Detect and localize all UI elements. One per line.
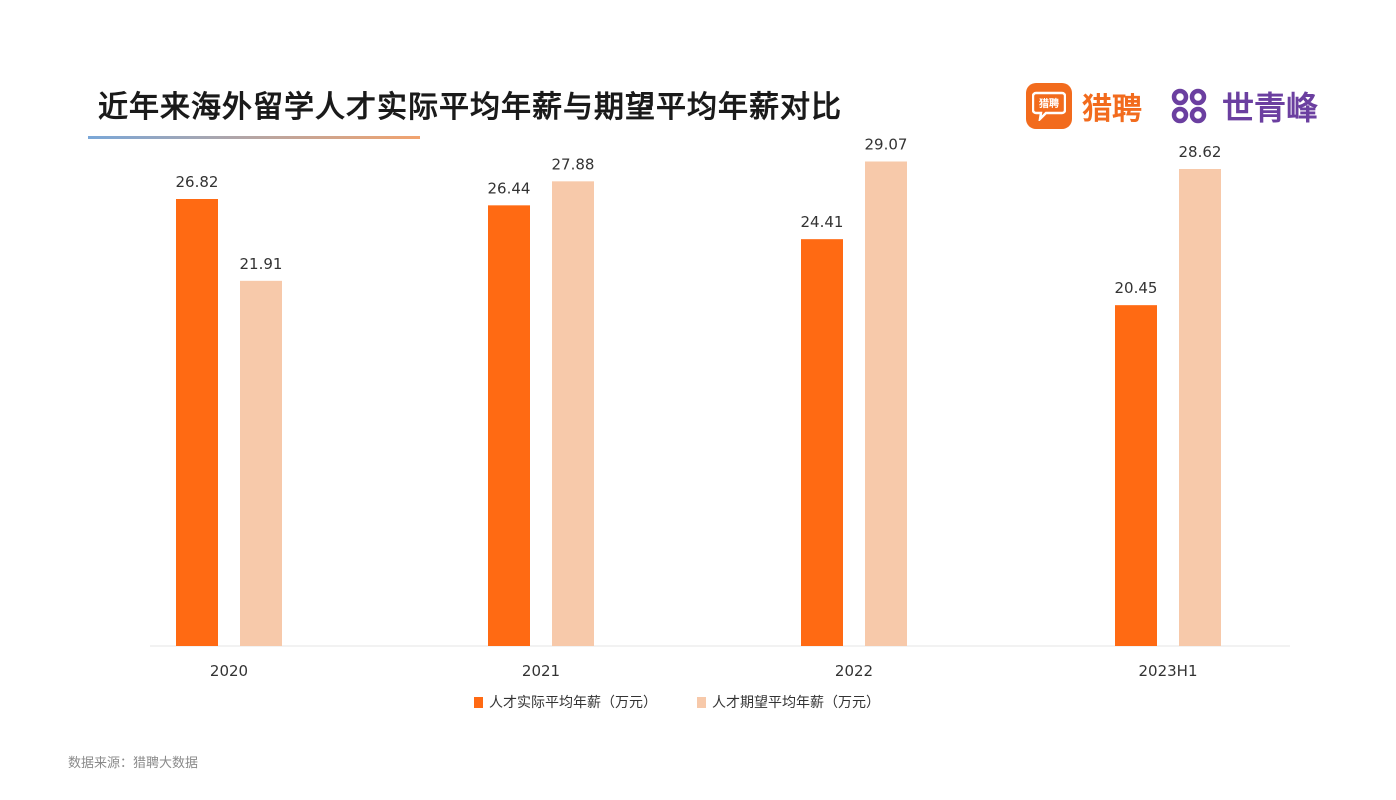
bar-actual-2022 bbox=[801, 239, 843, 646]
bar-actual-2023H1 bbox=[1115, 305, 1157, 646]
x-tick-labels-group: 2020 2021 2022 2023H1 bbox=[210, 662, 1198, 680]
data-label-expected-2021: 27.88 bbox=[552, 155, 595, 173]
legend-swatch-expected bbox=[697, 696, 706, 708]
legend: 人才实际平均年薪（万元） 人才期望平均年薪（万元） bbox=[474, 692, 920, 712]
bar-expected-2021 bbox=[552, 181, 594, 647]
bar-actual-2020 bbox=[176, 199, 218, 646]
legend-item-expected: 人才期望平均年薪（万元） bbox=[697, 692, 880, 712]
x-tick-label-2023H1: 2023H1 bbox=[1139, 662, 1198, 680]
data-label-expected-2022: 29.07 bbox=[865, 136, 908, 154]
legend-label-actual: 人才实际平均年薪（万元） bbox=[489, 695, 657, 711]
shiqingfeng-logo-text: 世青峰 bbox=[1221, 89, 1318, 127]
data-source-note: 数据来源：猎聘大数据 bbox=[68, 756, 199, 771]
data-label-actual-2020: 26.82 bbox=[176, 173, 219, 191]
x-tick-label-2020: 2020 bbox=[210, 662, 248, 680]
chart-title: 近年来海外留学人才实际平均年薪与期望平均年薪对比 bbox=[98, 90, 842, 125]
logo-group: 猎聘 猎聘 世青峰 bbox=[1025, 82, 1318, 130]
data-label-actual-2021: 26.44 bbox=[488, 179, 531, 197]
legend-swatch-actual bbox=[474, 696, 483, 708]
bars-group bbox=[176, 161, 1221, 647]
bar-expected-2022 bbox=[865, 161, 907, 646]
liepin-badge-text: 猎聘 bbox=[1039, 97, 1059, 110]
bar-expected-2023H1 bbox=[1179, 169, 1221, 646]
bar-expected-2020 bbox=[240, 280, 282, 646]
x-tick-label-2021: 2021 bbox=[522, 662, 560, 680]
data-label-actual-2022: 24.41 bbox=[801, 213, 844, 231]
legend-label-expected: 人才期望平均年薪（万元） bbox=[712, 695, 880, 711]
liepin-logo-icon: 猎聘 bbox=[1025, 83, 1072, 129]
bar-actual-2021 bbox=[488, 205, 530, 647]
speech-bubble-icon: 猎聘 bbox=[1031, 91, 1066, 121]
legend-item-actual: 人才实际平均年薪（万元） bbox=[474, 692, 657, 712]
x-tick-label-2022: 2022 bbox=[835, 662, 873, 680]
data-label-expected-2020: 21.91 bbox=[240, 255, 283, 273]
bar-chart: 26.82 21.91 26.44 27.88 24.41 29.07 20.45 28.62… bbox=[150, 136, 1290, 680]
shiqingfeng-logo-icon bbox=[1171, 88, 1207, 124]
data-label-actual-2023H1: 20.45 bbox=[1115, 279, 1158, 297]
value-labels-group: 26.82 21.91 26.44 27.88 24.41 29.07 20.45 28.62 bbox=[176, 136, 1222, 298]
data-label-expected-2023H1: 28.62 bbox=[1179, 143, 1222, 161]
liepin-logo-text: 猎聘 bbox=[1081, 92, 1142, 127]
title-underline bbox=[88, 136, 420, 139]
